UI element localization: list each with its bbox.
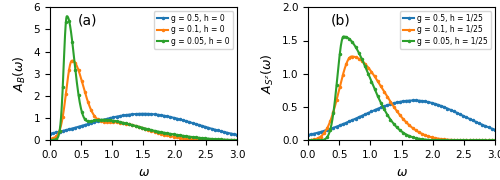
Y-axis label: $A_{S^z}(\omega)$: $A_{S^z}(\omega)$ (260, 54, 276, 94)
X-axis label: $\omega$: $\omega$ (138, 166, 149, 179)
Text: (b): (b) (330, 14, 350, 28)
Y-axis label: $A_B(\omega)$: $A_B(\omega)$ (12, 55, 28, 92)
Legend: g = 0.5, h = 0, g = 0.1, h = 0, g = 0.05, h = 0: g = 0.5, h = 0, g = 0.1, h = 0, g = 0.05… (154, 11, 233, 49)
X-axis label: $\omega$: $\omega$ (396, 166, 407, 179)
Text: (a): (a) (78, 14, 98, 28)
Legend: g = 0.5, h = 1/25, g = 0.1, h = 1/25, g = 0.05, h = 1/25: g = 0.5, h = 1/25, g = 0.1, h = 1/25, g … (400, 11, 491, 49)
